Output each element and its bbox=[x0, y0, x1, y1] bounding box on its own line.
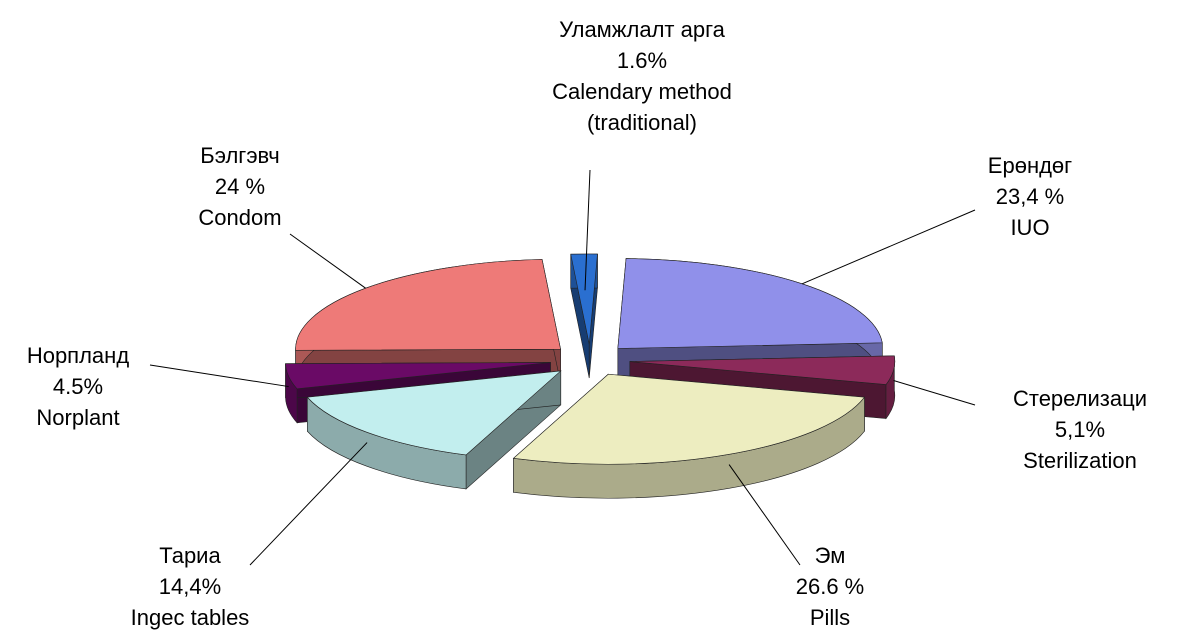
label-english: Pills bbox=[809, 605, 851, 630]
slice-label: Бэлгэвч 24 % Condom bbox=[120, 140, 360, 233]
label-name: Бэлгэвч bbox=[200, 143, 280, 168]
label-value: 1.6% bbox=[616, 48, 668, 73]
label-value: 24 % bbox=[214, 174, 266, 199]
leader-line bbox=[801, 209, 976, 285]
slice bbox=[617, 258, 883, 349]
label-value: 5,1% bbox=[1054, 417, 1106, 442]
label-name: Эм bbox=[814, 543, 846, 568]
label-english: Ingec tables bbox=[130, 605, 250, 630]
slice bbox=[512, 373, 866, 465]
leader-line bbox=[893, 380, 976, 406]
label-value: 4.5% bbox=[52, 374, 104, 399]
leader-line bbox=[728, 464, 801, 566]
slice-label: Уламжлалт арга 1.6% Calendary method (trad… bbox=[522, 14, 762, 138]
label-name: Тариа bbox=[159, 543, 221, 568]
slice bbox=[295, 259, 561, 351]
label-english: Condom bbox=[198, 205, 282, 230]
label-name: Ерөндөг bbox=[987, 153, 1073, 178]
slice bbox=[306, 370, 562, 456]
label-name: Норпланд bbox=[26, 343, 130, 368]
label-english: Calendary method (traditional) bbox=[552, 79, 732, 135]
leader-line bbox=[289, 233, 366, 289]
slice bbox=[629, 355, 896, 385]
label-name: Уламжлалт арга bbox=[559, 17, 725, 42]
slice bbox=[570, 253, 598, 345]
leader-line bbox=[249, 442, 368, 566]
slice bbox=[285, 362, 551, 390]
slice-label: Эм 26.6 % Pills bbox=[710, 540, 950, 633]
leader-line bbox=[584, 169, 591, 291]
slice-label: Ерөндөг 23,4 % IUO bbox=[910, 150, 1150, 243]
slice-label: Стерелизаци 5,1% Sterilization bbox=[960, 383, 1178, 476]
leader-line bbox=[149, 364, 289, 388]
slice-label: Норпланд 4.5% Norplant bbox=[0, 340, 198, 433]
label-english: IUO bbox=[1010, 215, 1050, 240]
label-value: 26.6 % bbox=[795, 574, 865, 599]
label-name: Стерелизаци bbox=[1012, 386, 1148, 411]
label-value: 14,4% bbox=[158, 574, 222, 599]
label-value: 23,4 % bbox=[995, 184, 1065, 209]
label-english: Sterilization bbox=[1023, 448, 1137, 473]
label-english: Norplant bbox=[36, 405, 120, 430]
slice-label: Тариа 14,4% Ingec tables bbox=[70, 540, 310, 633]
